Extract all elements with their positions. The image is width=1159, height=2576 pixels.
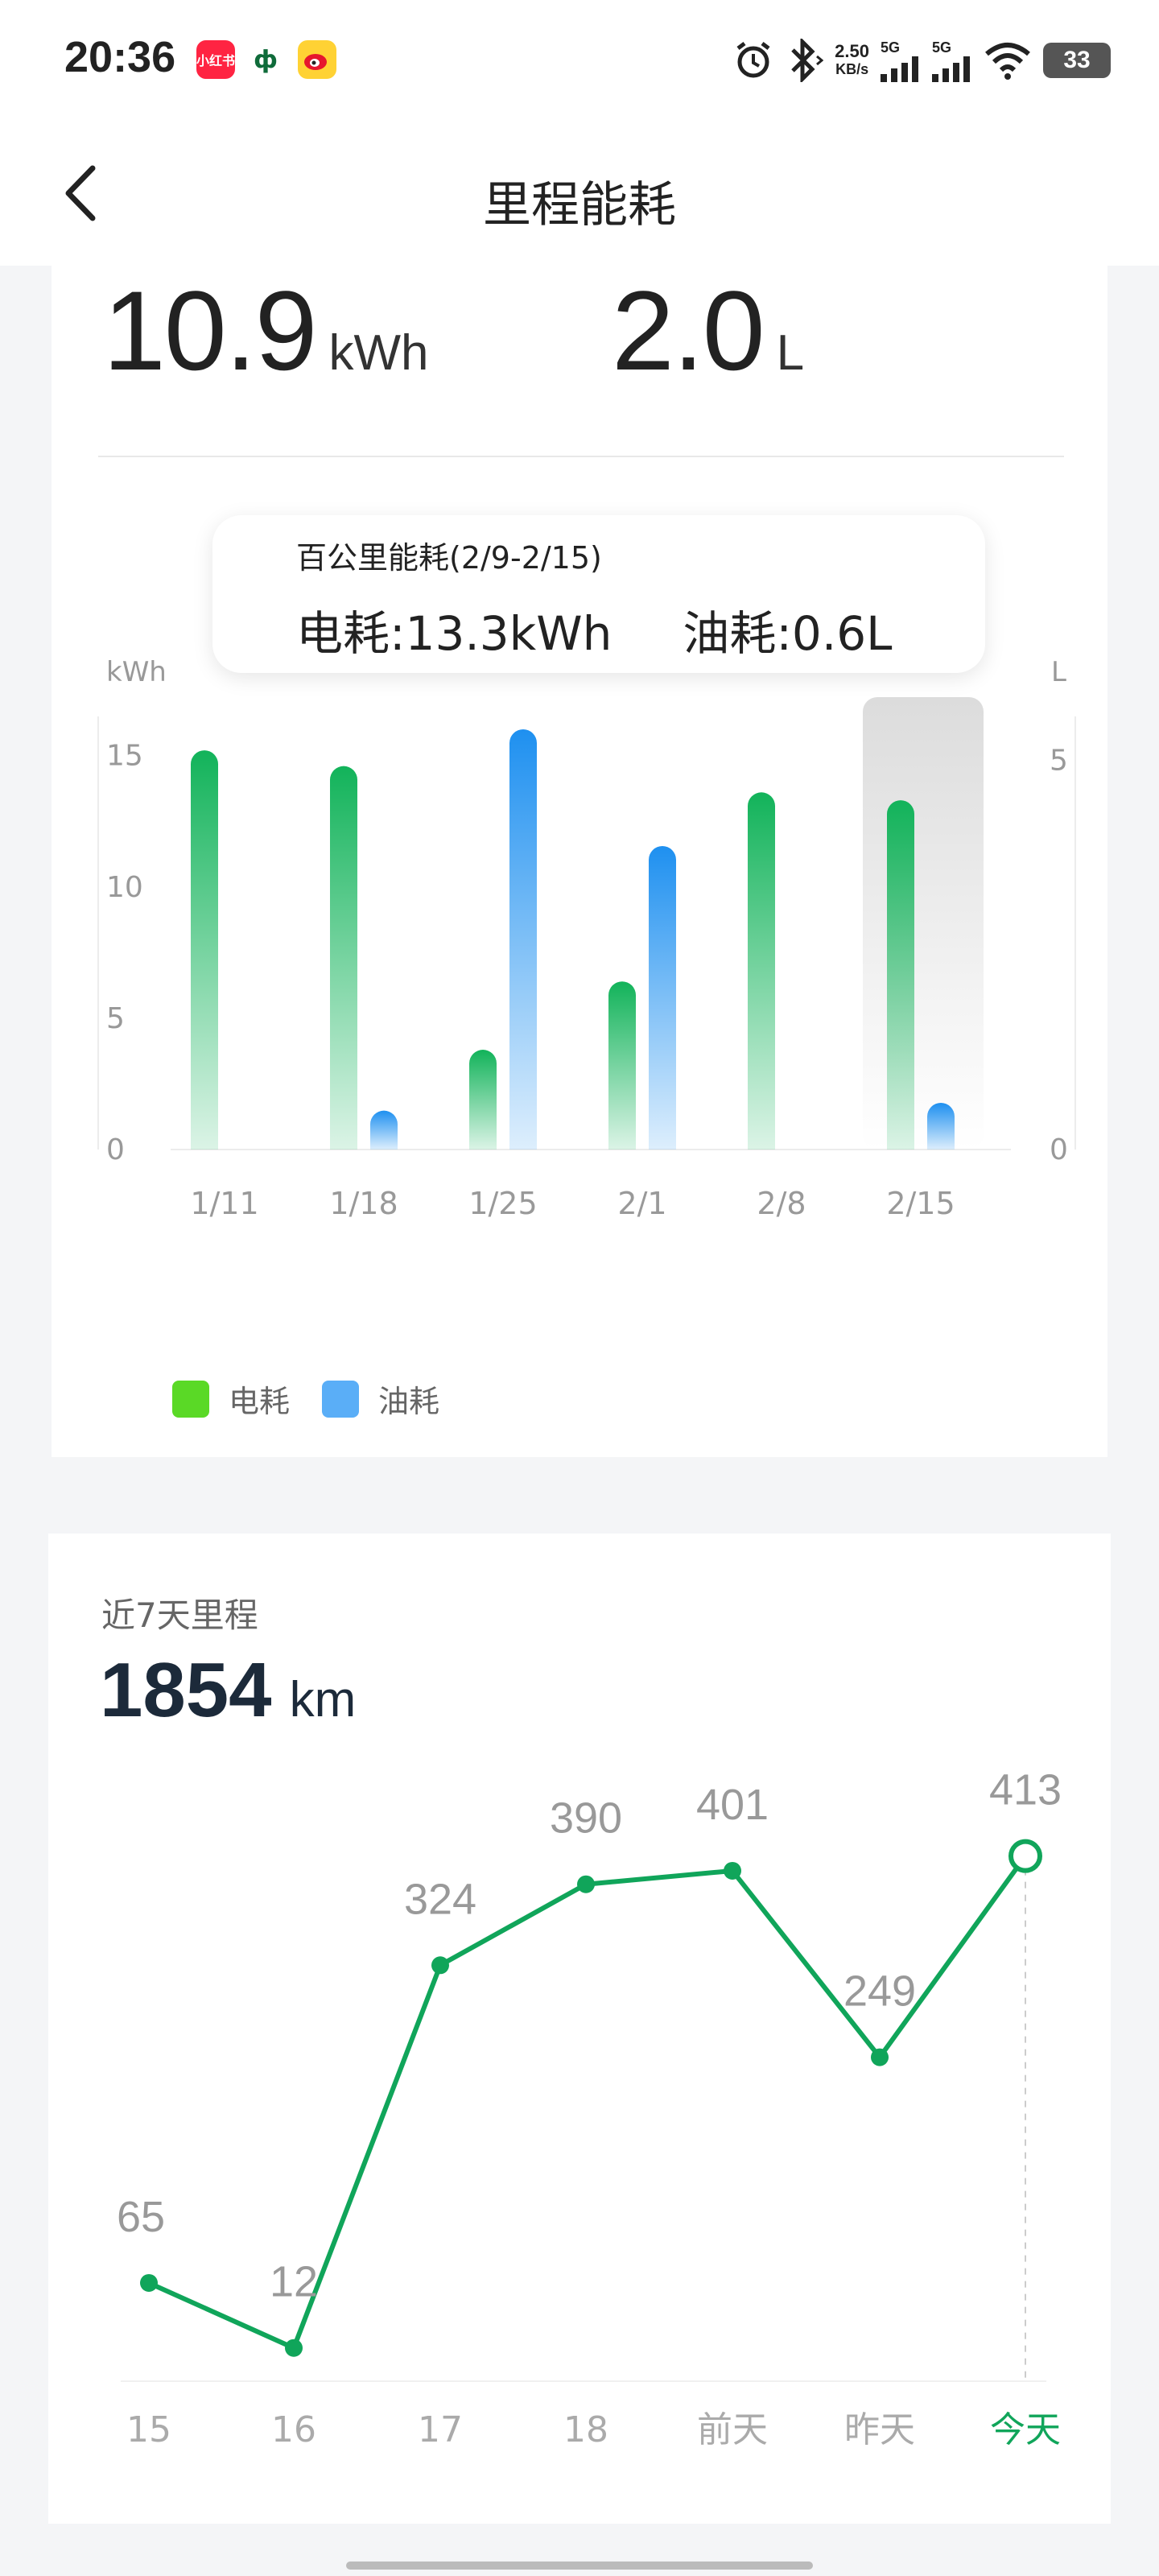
fuel-consumption: 2.0 L	[612, 266, 805, 394]
bar-fuel[interactable]	[649, 846, 676, 1150]
home-indicator[interactable]	[346, 2562, 813, 2570]
energy-bar-chart[interactable]: kWh 0 5 10 15 0 5 1/11 1/18 1/25 2/1 2/8 2/15 L	[52, 652, 1107, 1377]
mileage-card: 65 15 12 16 324 17 390 18 401 前天 249 昨天 413 今天 近7天里程 …	[48, 1534, 1111, 2524]
x-tick-label: 1/18	[329, 1186, 398, 1221]
tooltip-fuel: 油耗:0.6L	[683, 606, 893, 661]
x-tick-label[interactable]: 17	[418, 2409, 463, 2450]
bar-electric[interactable]	[191, 750, 218, 1150]
bar-electric[interactable]	[748, 792, 775, 1150]
net-speed-unit: KB/s	[835, 61, 869, 77]
value-label: 12	[270, 2258, 318, 2306]
y-tick-left: 0	[106, 1133, 125, 1166]
signal-1-label: 5G	[881, 39, 901, 56]
page-title: 里程能耗	[483, 177, 676, 233]
y-tick-right: 5	[1050, 745, 1068, 778]
legend-label-electric: 电耗	[229, 1384, 291, 1419]
mileage-total: 1854 km	[100, 1646, 356, 1735]
data-point[interactable]	[577, 1875, 595, 1893]
signal-bars-icon	[881, 56, 918, 82]
selected-week-highlight	[863, 697, 984, 1150]
net-speed-value: 2.50	[835, 41, 869, 61]
y-axis-unit-right: L	[1051, 656, 1066, 688]
status-icons: 2.50 KB/s 5G 5G 33	[733, 32, 1111, 89]
status-bar: 20:36 小红书 ф 2.50 KB/s 5G 5G	[0, 0, 1159, 121]
bluetooth-icon	[791, 39, 824, 82]
energy-card: 10.9 kWh 2.0 L kWh 0 5 10 15 0 5 1/11 1/18 1/25 2/…	[52, 266, 1107, 1457]
bar-electric[interactable]	[608, 981, 636, 1150]
x-tick-label[interactable]: 前天	[697, 2409, 768, 2450]
bar-fuel[interactable]	[509, 729, 537, 1150]
data-point[interactable]	[140, 2273, 158, 2292]
bar-fuel[interactable]	[927, 1103, 955, 1150]
tooltip-title: 百公里能耗(2/9-2/15)	[296, 540, 602, 576]
data-point[interactable]	[285, 2339, 303, 2357]
value-label: 324	[404, 1875, 476, 1923]
mileage-total-unit: km	[289, 1672, 357, 1728]
legend-item-fuel[interactable]: 油耗	[322, 1377, 439, 1421]
zhixuan-icon: ф	[246, 40, 285, 79]
legend-swatch-electric	[172, 1380, 209, 1418]
divider	[98, 456, 1064, 457]
bar-fuel[interactable]	[370, 1110, 398, 1150]
x-tick-label: 2/8	[757, 1186, 806, 1221]
y-axis-unit-left: kWh	[106, 656, 167, 688]
net-speed: 2.50 KB/s	[835, 43, 869, 78]
signal-2-label: 5G	[932, 39, 952, 56]
electric-unit: kWh	[328, 325, 429, 381]
x-tick-label[interactable]: 16	[271, 2409, 316, 2450]
fuel-value: 2.0	[612, 267, 765, 394]
y-tick-right: 0	[1050, 1133, 1068, 1166]
y-tick-left: 5	[106, 1002, 125, 1035]
legend-label-fuel: 油耗	[378, 1384, 440, 1419]
xiaohongshu-icon: 小红书	[196, 40, 235, 79]
x-tick-label[interactable]: 今天	[990, 2409, 1061, 2450]
status-time: 20:36	[64, 33, 176, 81]
mileage-title: 近7天里程	[101, 1596, 258, 1635]
mileage-total-value: 1854	[100, 1647, 272, 1733]
back-button[interactable]	[48, 161, 113, 225]
x-tick-label[interactable]: 18	[563, 2409, 608, 2450]
electric-consumption: 10.9 kWh	[103, 266, 429, 394]
point-selected[interactable]	[1008, 1839, 1042, 1873]
signal-1: 5G	[881, 39, 921, 82]
x-tick-label: 1/11	[190, 1186, 258, 1221]
y-tick-left: 10	[106, 871, 143, 904]
y-tick-left: 15	[106, 740, 143, 773]
signal-2: 5G	[932, 39, 972, 82]
x-tick-label[interactable]: 15	[126, 2409, 171, 2450]
data-point[interactable]	[431, 1956, 449, 1975]
bar-electric[interactable]	[469, 1050, 497, 1150]
value-label: 249	[843, 1967, 916, 2016]
x-tick-label: 2/15	[886, 1186, 955, 1221]
legend-swatch-fuel	[322, 1380, 360, 1418]
x-tick-label: 2/1	[617, 1186, 666, 1221]
mileage-line-chart[interactable]: 65 15 12 16 324 17 390 18 401 前天 249 昨天 413 今天	[48, 1534, 1111, 2524]
data-point[interactable]	[871, 2048, 889, 2066]
chevron-left-icon	[65, 165, 96, 221]
alarm-icon	[736, 42, 770, 78]
fuel-unit: L	[776, 325, 805, 381]
bar-electric[interactable]	[887, 800, 914, 1150]
nav-header: 里程能耗	[0, 121, 1159, 266]
chart-tooltip: 百公里能耗(2/9-2/15) 电耗:13.3kWh 油耗:0.6L	[212, 515, 985, 673]
chart-legend: 电耗 油耗	[172, 1377, 472, 1421]
battery-icon: 33	[1043, 43, 1111, 78]
signal-bars-icon	[932, 56, 970, 82]
value-label: 390	[550, 1794, 622, 1843]
tooltip-values: 电耗:13.3kWh 油耗:0.6L	[296, 596, 893, 663]
x-tick-label: 1/25	[468, 1186, 537, 1221]
wifi-icon	[985, 43, 1030, 80]
electric-value: 10.9	[103, 267, 317, 394]
value-label: 413	[989, 1766, 1062, 1814]
x-tick-label[interactable]: 昨天	[844, 2409, 915, 2450]
value-label: 401	[696, 1781, 769, 1829]
legend-item-electric[interactable]: 电耗	[172, 1377, 290, 1421]
data-point[interactable]	[724, 1861, 741, 1880]
value-label: 65	[117, 2193, 165, 2241]
bar-electric[interactable]	[330, 766, 357, 1150]
tooltip-electric: 电耗:13.3kWh	[296, 606, 612, 661]
weibo-icon	[298, 40, 336, 79]
